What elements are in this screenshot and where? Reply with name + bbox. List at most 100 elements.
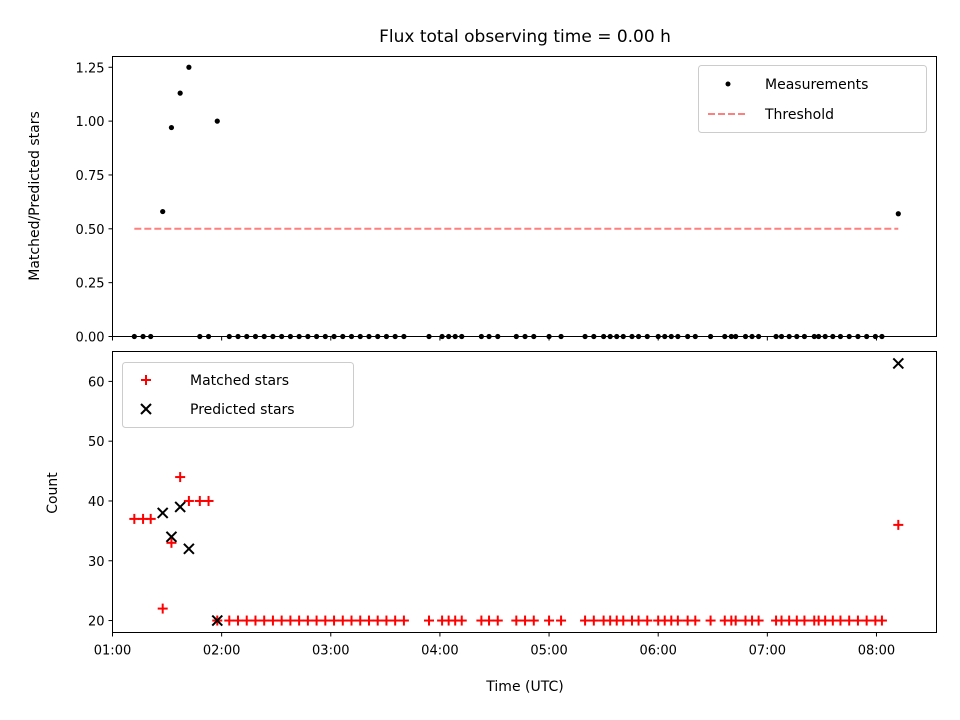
measurement-point	[822, 333, 828, 340]
measurement-point	[786, 333, 792, 340]
measurement-point	[801, 333, 808, 340]
measurement-point	[816, 333, 822, 340]
measurement-point	[662, 333, 668, 340]
bottom-legend: Matched stars Predicted stars	[122, 362, 354, 428]
measurement-point	[340, 333, 346, 340]
bottom-y-axis-label: Count	[45, 472, 61, 514]
predicted-star-point	[211, 614, 223, 627]
legend-measurements-label: Measurements	[765, 77, 868, 93]
matched-star-point	[337, 615, 348, 626]
xtick-label: 04:00	[421, 644, 458, 659]
measurement-point	[614, 333, 620, 340]
measurement-point	[629, 333, 635, 340]
measurement-point	[895, 211, 901, 217]
predicted-star-point	[892, 357, 905, 370]
matched-star-point	[424, 615, 435, 626]
top-y-axis: 0.00 0.25 0.50 0.75 1.00 1.25	[76, 61, 113, 346]
measurement-point	[879, 333, 885, 340]
matched-star-point	[285, 615, 296, 626]
measurement-point	[331, 333, 337, 340]
measurement-point	[685, 333, 691, 340]
matched-star-point	[844, 615, 855, 626]
bottom-series	[129, 357, 905, 627]
bottom-legend-box	[122, 362, 354, 428]
top-legend-box	[698, 65, 927, 133]
measurement-point	[722, 333, 728, 340]
matched-star-point	[390, 615, 401, 626]
measurement-point	[707, 333, 714, 340]
measurement-point	[692, 333, 698, 340]
measurement-point	[348, 333, 355, 340]
matched-star-point	[302, 615, 313, 626]
matched-star-point	[329, 615, 340, 626]
matched-star-point	[672, 615, 683, 626]
measurement-point	[756, 333, 762, 340]
bottom-plot-frame	[112, 351, 937, 633]
bottom-ytick-label: 20	[88, 615, 105, 630]
top-ytick-label: 0.50	[76, 223, 105, 238]
chart-title: Flux total observing time = 0.00 h	[379, 27, 671, 47]
measurement-point	[140, 333, 146, 340]
measurement-point	[214, 118, 220, 124]
measurement-point	[811, 333, 817, 340]
measurement-point	[846, 333, 852, 340]
measurement-point	[591, 333, 597, 340]
matched-star-point	[861, 615, 872, 626]
legend-matched-label: Matched stars	[190, 373, 289, 389]
measurement-point	[197, 333, 203, 340]
matched-star-point	[250, 615, 261, 626]
matched-star-point	[528, 615, 539, 626]
measurement-point	[830, 333, 836, 340]
measurement-point	[872, 333, 878, 340]
bottom-x-axis: 01:00 02:00 03:00 04:00 05:00 06:00 07:00 08:00	[94, 632, 895, 659]
matched-star-point	[145, 513, 156, 524]
predicted-star-point	[156, 507, 169, 519]
measurement-point	[531, 333, 537, 340]
measurement-point	[513, 333, 519, 340]
matched-star-point	[633, 615, 644, 626]
measurement-point	[375, 333, 381, 340]
measurement-point	[160, 208, 166, 215]
top-ytick-label: 0.00	[76, 331, 105, 346]
legend-predicted-label: Predicted stars	[190, 402, 295, 418]
measurement-point	[148, 333, 154, 340]
measurement-point	[558, 333, 564, 340]
matched-star-point	[618, 615, 629, 626]
matched-star-point	[233, 615, 244, 626]
bottom-ytick-label: 40	[88, 495, 105, 510]
top-panel: Flux total observing time = 0.00 h 0.00 0…	[27, 27, 937, 346]
top-ytick-label: 0.25	[76, 277, 105, 292]
matched-star-point	[484, 615, 495, 626]
matched-star-point	[492, 615, 503, 626]
matched-star-point	[799, 615, 810, 626]
bottom-panel: 20 30 40 50 60 01:00 02:00 03:00 04:00 05:00 06:0…	[45, 351, 937, 695]
measurement-point	[478, 333, 484, 340]
matched-star-point	[642, 615, 653, 626]
matched-star-point	[511, 615, 522, 626]
matched-star-point	[267, 615, 278, 626]
measurement-point	[392, 333, 398, 340]
measurement-point	[226, 333, 232, 340]
measurement-point	[401, 333, 407, 340]
measurement-point	[778, 333, 785, 340]
matched-star-point	[183, 495, 194, 506]
x-axis-label: Time (UTC)	[485, 679, 563, 695]
matched-star-point	[705, 615, 716, 626]
matched-star-point	[203, 495, 214, 506]
matched-star-point	[456, 615, 467, 626]
matched-star-point	[730, 615, 741, 626]
measurement-point	[235, 333, 241, 340]
xtick-label: 02:00	[203, 644, 240, 659]
bottom-y-axis: 20 30 40 50 60	[88, 375, 113, 630]
predicted-star-point	[183, 543, 195, 555]
measurement-point	[635, 333, 642, 340]
measurement-point	[305, 333, 311, 340]
matched-star-point	[175, 472, 186, 483]
matched-star-point	[588, 615, 599, 626]
measurement-point	[252, 333, 259, 340]
measurement-point	[620, 333, 626, 340]
top-ytick-label: 0.75	[76, 169, 105, 184]
measurement-point	[742, 333, 749, 340]
measurement-point	[186, 64, 192, 70]
measurement-point	[855, 333, 861, 340]
